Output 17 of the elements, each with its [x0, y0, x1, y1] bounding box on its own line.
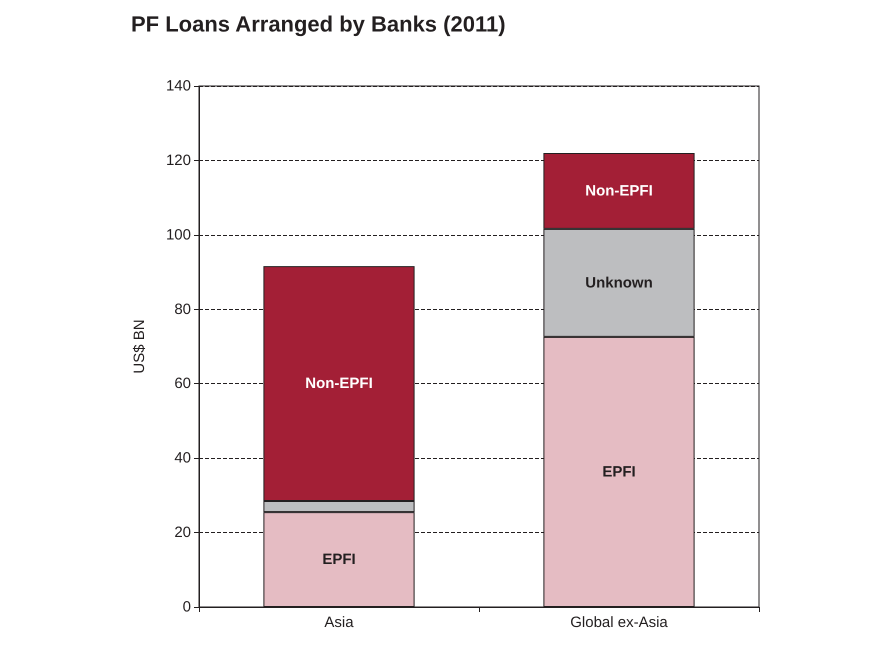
y-tick-label: 0 — [182, 598, 191, 616]
y-tick-label: 60 — [174, 375, 191, 392]
series-label: Non-EPFI — [585, 182, 653, 200]
y-tick-label: 80 — [174, 300, 191, 318]
y-axis-title: US$ BN — [131, 319, 148, 374]
y-tick-label: 120 — [166, 152, 191, 169]
y-tick-label: 40 — [174, 450, 191, 467]
text: Non-EPFI — [305, 375, 373, 392]
text: EPFI — [602, 463, 636, 480]
series-label: EPFI — [322, 551, 356, 568]
y-tick-label: 100 — [166, 226, 191, 244]
x-tick-label: Asia — [324, 614, 354, 631]
x-tick-label: Global ex-Asia — [570, 614, 668, 631]
y-tick-label: 140 — [166, 78, 191, 94]
chart-title: PF Loans Arranged by Banks (2011) — [131, 12, 506, 36]
series-label: Unknown — [585, 274, 653, 292]
y-tick-label: 20 — [174, 524, 191, 542]
